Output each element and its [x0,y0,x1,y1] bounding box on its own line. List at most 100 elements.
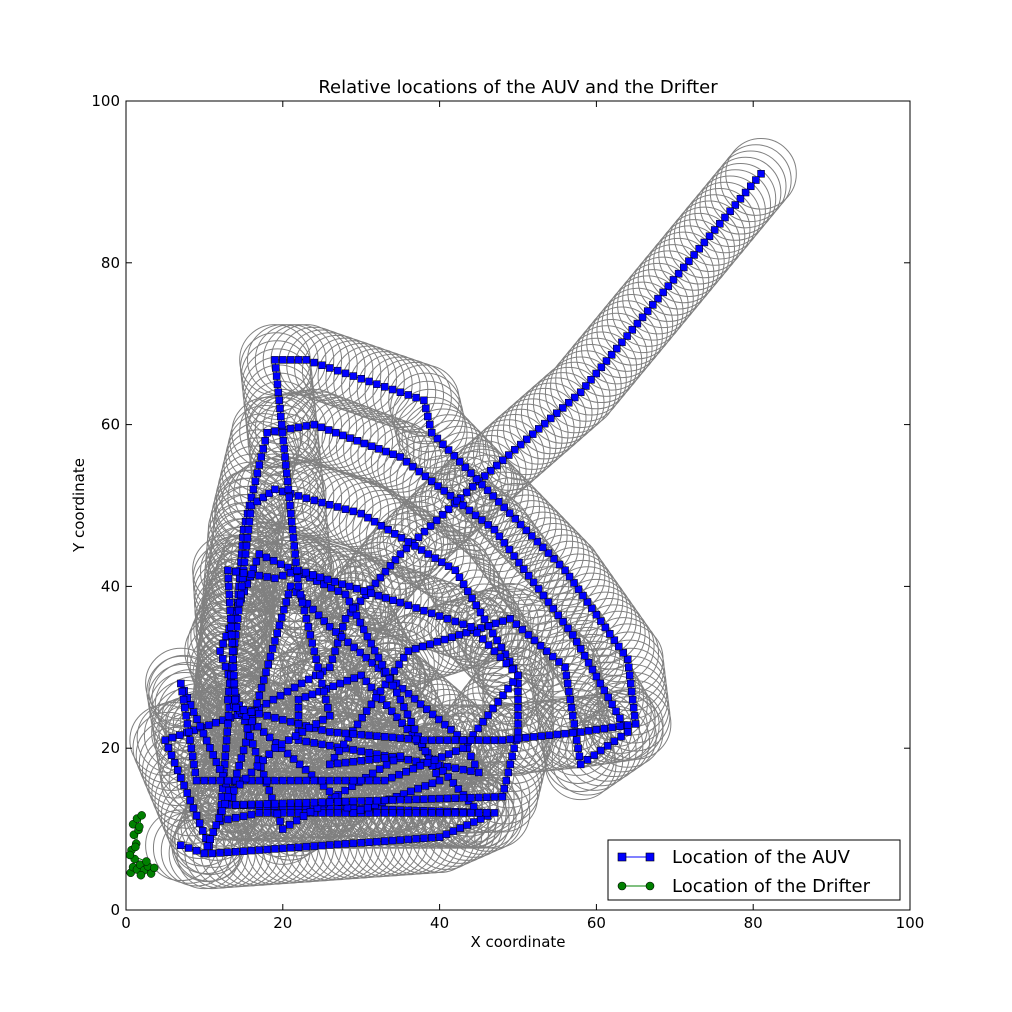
auv-point [373,776,381,785]
auv-point [196,722,204,731]
auv-point [484,521,492,529]
auv-point [444,562,453,570]
auv-point [380,754,389,762]
auv-point [555,658,563,666]
auv-point [616,714,624,722]
auv-point [184,844,193,852]
auv-point [236,590,245,599]
auv-point [411,542,419,550]
auv-range-circle [523,528,596,601]
auv-point [414,533,423,541]
auv-point [410,695,419,703]
auv-range-circle [184,615,256,687]
auv-point [459,501,467,510]
auv-point [430,756,439,764]
auv-point [271,637,279,645]
auv-point [209,751,217,759]
auv-point [367,639,375,648]
auv-point [318,798,326,806]
auv-point [608,700,616,709]
auv-point [206,743,214,752]
auv-point [265,489,273,498]
auv-point [277,613,286,622]
auv-point [200,849,209,858]
auv-point [517,440,525,449]
auv-point [310,739,318,747]
auv-range-circle [180,789,252,861]
auv-point [674,269,683,278]
auv-point [368,659,376,667]
auv-point [360,439,369,448]
auv-point [357,797,365,805]
auv-point [276,691,285,700]
auv-point [552,409,561,417]
auv-point [495,532,504,541]
auv-point [225,582,233,591]
auv-point [353,437,362,445]
auv-point [574,585,583,594]
auv-point [349,730,358,738]
auv-point [456,824,464,832]
auv-point [435,776,444,785]
auv-point [338,633,346,641]
auv-point [470,818,478,826]
auv-point [224,848,232,857]
auv-range-circle [642,237,715,310]
auv-point [573,638,581,646]
auv-point [435,794,444,803]
auv-point [514,704,522,712]
auv-point [234,606,243,615]
auv-point [443,615,452,623]
auv-point [613,344,621,353]
auv-point [444,773,452,781]
auv-point [341,590,350,599]
legend-drifter-label: Location of the Drifter [672,876,871,897]
auv-point [588,665,597,674]
auv-point [308,639,316,647]
auv-point [273,380,282,388]
auv-point [564,624,572,633]
auv-range-circle [407,408,479,481]
auv-point [603,742,612,750]
auv-point [583,598,592,606]
auv-point [272,372,281,380]
auv-point [456,457,464,466]
auv-range-circle [444,576,517,649]
auv-point [445,750,453,758]
auv-point [629,704,638,712]
auv-point [291,550,299,558]
auv-point [478,516,486,524]
auv-point [271,714,279,722]
auv-point [314,611,323,620]
auv-point [412,735,420,744]
auv-point [338,580,346,588]
auv-point [208,849,216,858]
auv-point [500,503,508,512]
auv-point [435,736,444,744]
auv-point [428,428,436,437]
auv-point [326,728,334,736]
auv-point [424,550,433,558]
auv-point [542,647,551,655]
auv-point [638,313,647,322]
auv-point [266,652,275,661]
auv-point [336,679,345,688]
auv-point [544,549,553,557]
auv-range-circle [714,150,787,223]
auv-point [502,776,510,785]
auv-point [536,641,545,650]
auv-point [312,655,320,663]
auv-point [388,796,397,804]
auv-point [278,428,287,437]
auv-point [352,611,361,620]
auv-point [192,846,201,855]
auv-point [247,570,256,579]
auv-point [261,437,269,445]
auv-range-circle [325,342,397,415]
auv-point [263,800,271,808]
auv-point [226,606,234,615]
auv-point [482,736,491,744]
auv-point [255,776,264,785]
auv-point [328,655,337,663]
auv-point [604,693,612,702]
